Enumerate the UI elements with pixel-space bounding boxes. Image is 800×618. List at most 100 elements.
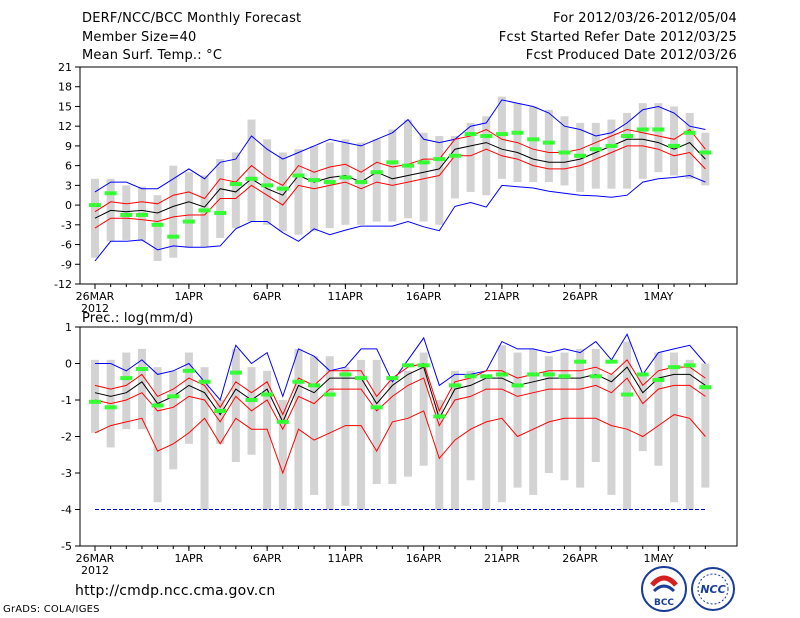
prec-observed-marker xyxy=(542,372,555,377)
prec-observed-marker xyxy=(355,376,368,381)
temp-spread-bar xyxy=(623,113,632,189)
temp-observed-marker xyxy=(182,219,195,224)
temp-spread-bar xyxy=(544,109,553,183)
temp-observed-marker xyxy=(151,222,164,227)
prec-observed-marker xyxy=(699,385,712,390)
temp-observed-marker xyxy=(104,191,117,196)
temp-observed-marker xyxy=(527,137,540,142)
prec-spread-bar xyxy=(263,370,272,510)
prec-observed-marker xyxy=(652,377,665,382)
prec-spread-bar xyxy=(685,359,694,510)
temp-observed-marker xyxy=(402,163,414,168)
temp-observed-marker xyxy=(433,157,446,162)
temp-line-min-extreme xyxy=(94,99,706,193)
prec-observed-marker xyxy=(135,366,148,371)
prec-observed-marker xyxy=(605,359,618,364)
prec-spread-bar xyxy=(341,367,350,506)
temp-observed-marker xyxy=(355,180,368,185)
prec-spread-bar xyxy=(137,348,146,430)
prec-observed-marker xyxy=(448,383,461,388)
prec-observed-marker xyxy=(323,392,336,397)
temp-observed-marker xyxy=(652,127,665,132)
prec-spread-bar xyxy=(122,352,131,430)
prec-observed-marker xyxy=(120,376,133,381)
prec-spread-bar xyxy=(357,359,366,510)
prec-ytick-label: -1 xyxy=(61,394,72,407)
temp-spread-bar xyxy=(654,103,663,173)
temp-observed-marker xyxy=(386,160,399,165)
temp-ytick-label: -6 xyxy=(61,239,72,252)
fcst-started: Fcst Started Refer Date 2012/03/25 xyxy=(498,30,737,45)
prec-line-lower xyxy=(94,377,706,431)
prec-observed-marker xyxy=(104,405,117,410)
prec-observed-marker xyxy=(558,374,571,379)
prec-observed-marker xyxy=(370,405,383,410)
bcc-logo-text: BCC xyxy=(654,598,674,608)
temp-observed-marker xyxy=(495,132,508,137)
prec-line-mean xyxy=(94,366,706,424)
prec-spread-bar xyxy=(482,374,491,510)
temp-observed-marker xyxy=(370,170,383,175)
temp-spread-bar xyxy=(263,139,272,225)
temp-spread-bar xyxy=(591,122,600,189)
temp-observed-marker xyxy=(542,140,555,145)
prec-spread-bar xyxy=(607,374,616,495)
temp-xtick-label: 6APR xyxy=(253,290,282,303)
prec-spread-bar xyxy=(638,374,647,452)
prec-spread-bar xyxy=(529,348,538,495)
temp-spread-bar xyxy=(638,103,647,179)
source-url[interactable]: http://cmdp.ncc.cma.gov.cn xyxy=(75,583,276,599)
temp-xtick-label: 1APR xyxy=(174,290,203,303)
prec-observed-marker xyxy=(292,379,305,384)
prec-xtick-label: 1APR xyxy=(174,552,203,565)
temp-observed-marker xyxy=(605,143,618,148)
temp-observed-marker xyxy=(198,208,211,213)
temp-observed-marker xyxy=(621,134,634,139)
prec-ytick-label: 0 xyxy=(65,358,72,371)
prec-spread-bar xyxy=(278,400,287,510)
prec-observed-marker xyxy=(621,392,634,397)
temp-spread-bar xyxy=(670,106,679,176)
prec-xtick-label: 21APR xyxy=(484,552,520,565)
temp-observed-marker xyxy=(292,173,305,178)
prec-spread-bar xyxy=(591,348,600,463)
fcst-produced: Fcst Produced Date 2012/03/26 xyxy=(525,48,737,63)
prec-spread-bar xyxy=(231,348,240,463)
temp-observed-marker xyxy=(589,147,602,152)
prec-observed-marker xyxy=(167,394,180,399)
temp-ytick-label: 0 xyxy=(65,199,72,212)
temp-spread-bar xyxy=(184,172,193,248)
temp-observed-marker xyxy=(135,212,148,217)
temp-observed-marker xyxy=(120,212,133,217)
prec-xtick-label: 11APR xyxy=(327,552,363,565)
prec-ytick-label: -4 xyxy=(61,504,72,517)
prec-observed-marker xyxy=(229,370,242,375)
prec-spread-bar xyxy=(388,378,397,484)
temp-observed-marker xyxy=(308,178,321,183)
prec-spread-bar xyxy=(91,359,99,433)
prec-observed-marker xyxy=(198,379,211,384)
temp-spread-bar xyxy=(482,116,491,196)
prec-spread-bar xyxy=(654,352,663,466)
temp-observed-marker xyxy=(229,182,242,187)
ncc-logo: NCC xyxy=(691,567,735,611)
prec-observed-marker xyxy=(89,399,101,404)
ncc-logo-inner xyxy=(697,573,729,605)
prec-spread-bar xyxy=(184,352,193,444)
temp-xtick-label: 26APR xyxy=(562,290,598,303)
prec-spread-bar xyxy=(200,367,209,510)
prec-observed-marker xyxy=(386,376,399,381)
prec-spread-bar xyxy=(560,352,569,481)
temp-xtick-label: 16APR xyxy=(406,290,442,303)
variable-label: Mean Surf. Temp.: °C xyxy=(82,48,223,63)
grads-credit: GrADS: COLA/IGES xyxy=(3,604,100,615)
temp-spread-bar xyxy=(466,122,475,192)
prec-line-min xyxy=(94,410,706,475)
temp-spread-bar xyxy=(122,185,131,240)
prec-spread-bar xyxy=(670,352,679,503)
prec-spread-bar xyxy=(497,345,506,503)
temp-spread-bar xyxy=(404,119,412,219)
prec-xtick-label: 1MAY xyxy=(643,552,673,565)
temp-observed-marker xyxy=(636,127,649,132)
